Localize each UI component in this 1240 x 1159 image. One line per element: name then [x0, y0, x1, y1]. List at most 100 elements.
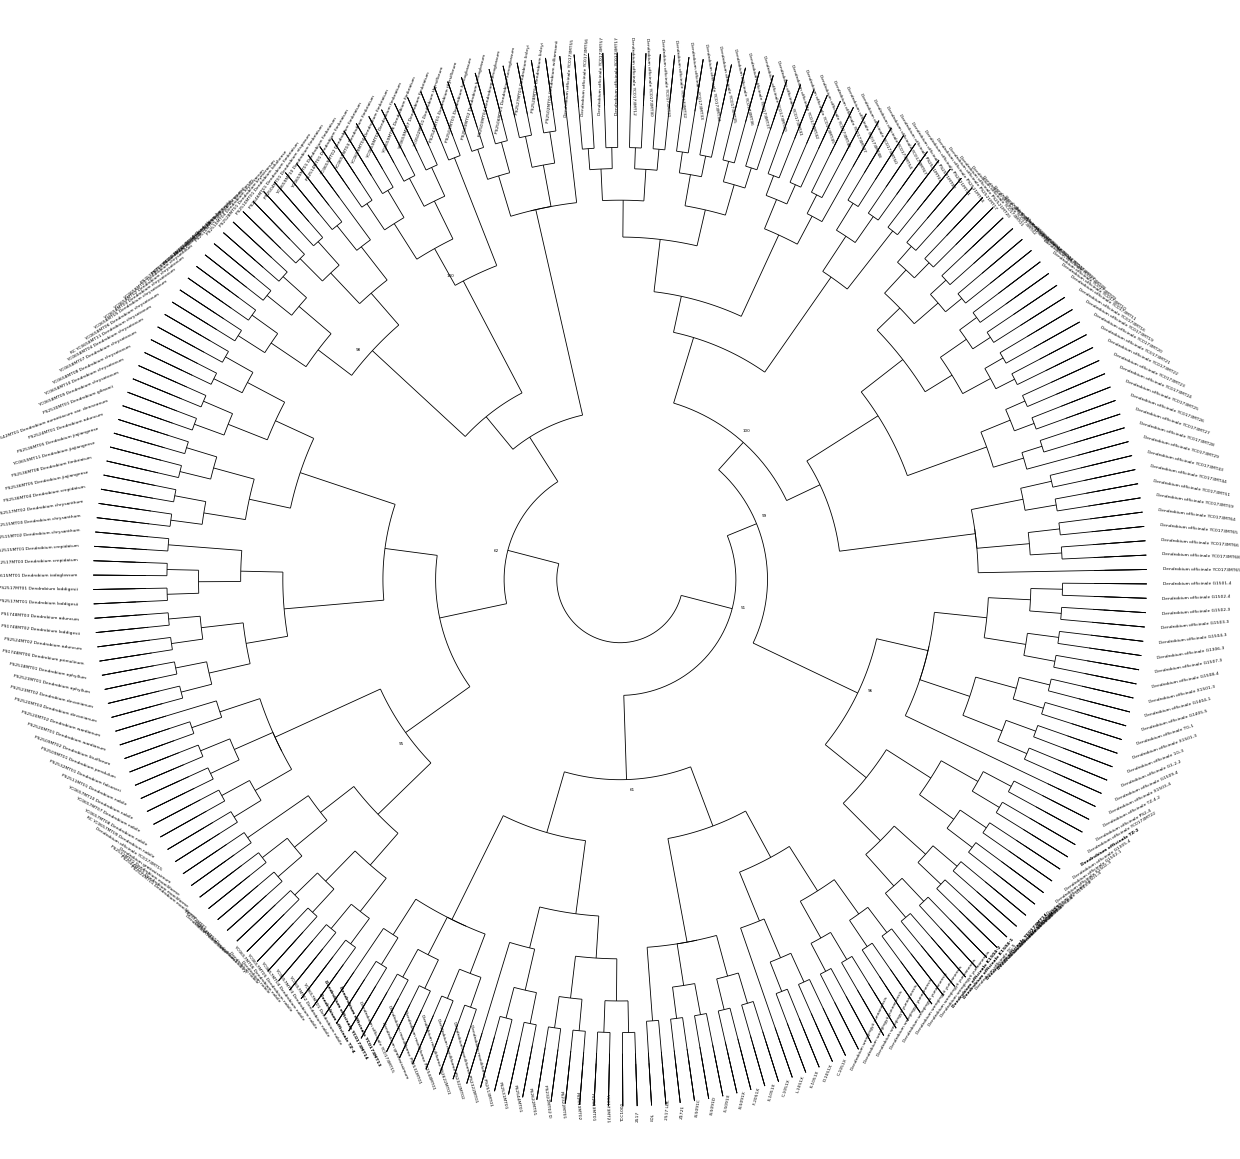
Text: E-5091X: E-5091X	[724, 1093, 732, 1113]
Text: PS2510MT01 Dendrobium lohohense: PS2510MT01 Dendrobium lohohense	[236, 150, 289, 216]
Text: 100: 100	[743, 429, 750, 433]
Text: PS1748MT06 Dendrobium primulinum: PS1748MT06 Dendrobium primulinum	[2, 649, 84, 665]
Text: PS2536MT05 Dendrobium jiajiangense: PS2536MT05 Dendrobium jiajiangense	[17, 427, 99, 454]
Text: PS2517MT03 Dendrobium crepidatum: PS2517MT03 Dendrobium crepidatum	[0, 559, 78, 566]
Text: 62: 62	[495, 549, 500, 553]
Text: PS2531MT01: PS2531MT01	[497, 1081, 507, 1110]
Text: Dendrobium officinale G1501-4: Dendrobium officinale G1501-4	[1163, 582, 1231, 586]
Text: Dendrobium officinale YC0173MT44: Dendrobium officinale YC0173MT44	[1151, 465, 1228, 484]
Text: 95: 95	[398, 743, 404, 746]
Text: Dendrobium officinale X1502-3: Dendrobium officinale X1502-3	[1055, 860, 1112, 904]
Text: MPS2517MT01 Dendrobium loddigesii: MPS2517MT01 Dendrobium loddigesii	[0, 586, 78, 592]
Text: Dendrobium wenqingyii yunnanensis: Dendrobium wenqingyii yunnanensis	[928, 957, 977, 1027]
Text: 61: 61	[630, 788, 635, 792]
Text: L-1051X: L-1051X	[796, 1074, 805, 1093]
Text: E-1051X: E-1051X	[810, 1070, 820, 1088]
Text: Dendrobium officinale G1503-4: Dendrobium officinale G1503-4	[1037, 880, 1092, 927]
Text: PS2503MT02 Dendrobium hercoglossum: PS2503MT02 Dendrobium hercoglossum	[461, 53, 487, 140]
Text: Dendrobium officinale YC0173MT55: Dendrobium officinale YC0173MT55	[564, 38, 574, 117]
Text: Dendrobium officinale TZ-2: Dendrobium officinale TZ-2	[1080, 828, 1140, 867]
Text: PS2528MT01 Dendrobium brymeranum: PS2528MT01 Dendrobium brymeranum	[219, 159, 277, 228]
Text: Dendrobium officinale YC0173MT42: Dendrobium officinale YC0173MT42	[790, 64, 818, 139]
Text: Dendrobium officinale YC0173MT56: Dendrobium officinale YC0173MT56	[580, 38, 589, 116]
Text: Dendrobium moniliforme: Dendrobium moniliforme	[196, 923, 237, 964]
Text: YC0659MT05 Dendrobium fimbriatum: YC0659MT05 Dendrobium fimbriatum	[366, 82, 403, 159]
Text: Z1721: Z1721	[680, 1105, 686, 1118]
Text: Dendrobium officinale TG-3: Dendrobium officinale TG-3	[1017, 905, 1064, 949]
Text: Dendrobium officinale PS2521MT02: Dendrobium officinale PS2521MT02	[910, 121, 956, 189]
Text: PS2622MT01: PS2622MT01	[528, 1087, 536, 1116]
Text: B-5091C: B-5091C	[694, 1098, 702, 1117]
Text: Dendrobium officinale G1509-4: Dendrobium officinale G1509-4	[1115, 771, 1179, 802]
Text: Dendrobium officinale PS2-4: Dendrobium officinale PS2-4	[1095, 808, 1152, 841]
Text: PS2517MT01 Dendrobium loddigesii: PS2517MT01 Dendrobium loddigesii	[0, 599, 78, 606]
Text: E-1051X: E-1051X	[768, 1083, 776, 1102]
Text: Dendrobium officinale YC0173MT19: Dendrobium officinale YC0173MT19	[1085, 300, 1154, 343]
Text: B-5091X: B-5091X	[739, 1089, 746, 1109]
Text: Dendrobium officinale G1507-3: Dendrobium officinale G1507-3	[1154, 658, 1223, 675]
Text: PS2615MT01 Dendrobium iodoglossum: PS2615MT01 Dendrobium iodoglossum	[0, 573, 77, 577]
Text: Dendrobium wenqingyii yunnanensis: Dendrobium wenqingyii yunnanensis	[877, 984, 919, 1057]
Text: PS2533MT02 Dendrobium brymeranum: PS2533MT02 Dendrobium brymeranum	[181, 189, 243, 253]
Text: LDL: LDL	[651, 1113, 655, 1121]
Text: Dendrobium officinale TC-5: Dendrobium officinale TC-5	[975, 942, 1017, 990]
Text: Dendrobium officinale YC0173MT11: Dendrobium officinale YC0173MT11	[1069, 275, 1136, 321]
Text: YC0657MT04 Dendrobium nobile: YC0657MT04 Dendrobium nobile	[260, 961, 305, 1021]
Text: PS2536MT05 Dendrobium jiajiangense: PS2536MT05 Dendrobium jiajiangense	[5, 469, 88, 490]
Text: PS2532MT01 Dendrobium falconeri: PS2532MT01 Dendrobium falconeri	[48, 759, 122, 794]
Text: YC0657MT05 Dendrobium nobile: YC0657MT05 Dendrobium nobile	[247, 954, 293, 1013]
Text: YC0658MT10 Dendrobium chrysotoxum: YC0658MT10 Dendrobium chrysotoxum	[45, 357, 125, 396]
Text: YC0659MT02 Dendrobium fimbriatum: YC0659MT02 Dendrobium fimbriatum	[320, 102, 363, 175]
Text: PS2506MT01 Dendrobium hercoglossum: PS2506MT01 Dendrobium hercoglossum	[495, 46, 516, 134]
Text: Dendrobium officinale YC0173MT46: Dendrobium officinale YC0173MT46	[818, 74, 851, 148]
Text: PS2513MT02: PS2513MT02	[574, 1092, 580, 1121]
Text: 99: 99	[763, 513, 768, 518]
Text: PS2515MT02 Dendrobium chrysanthum: PS2515MT02 Dendrobium chrysanthum	[0, 529, 79, 540]
Text: Dendrobium officinale YC0173MT36: Dendrobium officinale YC0173MT36	[733, 49, 753, 125]
Text: YC0658MT02 Dendrobium chrysotoxum: YC0658MT02 Dendrobium chrysotoxum	[113, 255, 185, 309]
Text: Dendrobium officinale K1504-1: Dendrobium officinale K1504-1	[963, 938, 1016, 1000]
Text: PS2504MT01 Dendrobium stuposum: PS2504MT01 Dendrobium stuposum	[264, 132, 312, 199]
Text: PS2502MT01 Dendrobium williamsonii: PS2502MT01 Dendrobium williamsonii	[547, 41, 560, 124]
Text: PS2503MT01 Dendrobium hercoglossum: PS2503MT01 Dendrobium hercoglossum	[445, 57, 472, 143]
Text: PS2536MT04 Dendrobium crepidatum: PS2536MT04 Dendrobium crepidatum	[4, 484, 86, 503]
Text: PS2518MT01 Dendrobium aphyllum: PS2518MT01 Dendrobium aphyllum	[10, 662, 87, 680]
Text: PS2549MT01 Dendrobium thyrsiflorum: PS2549MT01 Dendrobium thyrsiflorum	[429, 61, 459, 143]
Text: YC0659MT06 Dendrobium fimbriatum: YC0659MT06 Dendrobium fimbriatum	[382, 76, 417, 154]
Text: PS2546MT01 Dendrobium fimbriatum: PS2546MT01 Dendrobium fimbriatum	[249, 141, 300, 210]
Text: PS2524MT02 Dendrobium aduncum: PS2524MT02 Dendrobium aduncum	[4, 637, 82, 651]
Text: PS2524MT01 Dendrobium aduncum: PS2524MT01 Dendrobium aduncum	[29, 413, 104, 440]
Text: PS2523MT01 Dendrobium aphyllum: PS2523MT01 Dendrobium aphyllum	[12, 675, 89, 694]
Text: Dendrobium officinale G1306-3: Dendrobium officinale G1306-3	[1157, 646, 1225, 659]
Text: YC0502MT01 Dendrobium thyrsiflorum: YC0502MT01 Dendrobium thyrsiflorum	[413, 66, 444, 147]
Text: PS2533MT08 Dendrobium hancockii: PS2533MT08 Dendrobium hancockii	[174, 199, 233, 256]
Text: D-1051X: D-1051X	[823, 1064, 835, 1083]
Text: PS2528MT02 Dendrobium linleyi: PS2528MT02 Dendrobium linleyi	[531, 42, 546, 112]
Text: Dendrobium officinale YC0173MT40: Dendrobium officinale YC0173MT40	[761, 56, 786, 132]
Text: Dendrobium officinale YC0173MT13: Dendrobium officinale YC0173MT13	[997, 904, 1061, 970]
Text: PS1748MT03 Dendrobium aduncum: PS1748MT03 Dendrobium aduncum	[1, 612, 79, 621]
Text: Dendrobium officinale YC0173MT14: Dendrobium officinale YC0173MT14	[986, 912, 1049, 981]
Text: 98: 98	[356, 349, 361, 352]
Text: Dendrobium officinale G1504-3: Dendrobium officinale G1504-3	[1158, 633, 1228, 646]
Text: Dendrobium officinale YC0173MT50: Dendrobium officinale YC0173MT50	[858, 93, 897, 163]
Text: Dendrobium officinale YC0173MT25: Dendrobium officinale YC0173MT25	[1125, 379, 1198, 411]
Text: YC0658MT09 Dendrobium chrysotoxum: YC0658MT09 Dendrobium chrysotoxum	[38, 371, 119, 408]
Text: Dendrobium nobile: Dendrobium nobile	[241, 960, 270, 994]
Text: PS2533MT03 Dendrobium hancockii: PS2533MT03 Dendrobium hancockii	[140, 232, 203, 285]
Text: PS2542MT01 Dendrobium aurantiacum var. denneanum: PS2542MT01 Dendrobium aurantiacum var. d…	[0, 399, 108, 443]
Text: 2517: 2517	[636, 1110, 640, 1122]
Text: Dendrobium officinale YC0173MT15: Dendrobium officinale YC0173MT15	[358, 1000, 394, 1073]
Text: Dendrobium officinale YC0173MT41: Dendrobium officinale YC0173MT41	[776, 60, 802, 136]
Text: Dendrobium officinale YC0173MT69: Dendrobium officinale YC0173MT69	[1162, 567, 1240, 573]
Text: PS2511MT01 Dendrobium nobile: PS2511MT01 Dendrobium nobile	[61, 774, 128, 807]
Text: Dendrobium officinale G1502-3: Dendrobium officinale G1502-3	[1162, 607, 1230, 615]
Text: PS2517MT02 Dendrobium chrysanthum: PS2517MT02 Dendrobium chrysanthum	[0, 500, 83, 516]
Text: Dendrobium moniliforme PS2322MT01: Dendrobium moniliforme PS2322MT01	[453, 1021, 479, 1103]
Text: Dendrobium wenqingyii yunnanensis: Dendrobium wenqingyii yunnanensis	[851, 996, 889, 1071]
Text: Dendrobium officinale YC0173MT21: Dendrobium officinale YC0173MT21	[1100, 326, 1171, 365]
Text: PS2523MT02 Dendrobium devonianum: PS2523MT02 Dendrobium devonianum	[10, 685, 93, 709]
Text: Dendrobium officinale YC0173MT30: Dendrobium officinale YC0173MT30	[645, 37, 652, 116]
Text: Dendrobium officinale YC0173MT35: Dendrobium officinale YC0173MT35	[718, 46, 737, 123]
Text: PS2520MT02 Dendrobium wardianum: PS2520MT02 Dendrobium wardianum	[21, 710, 100, 737]
